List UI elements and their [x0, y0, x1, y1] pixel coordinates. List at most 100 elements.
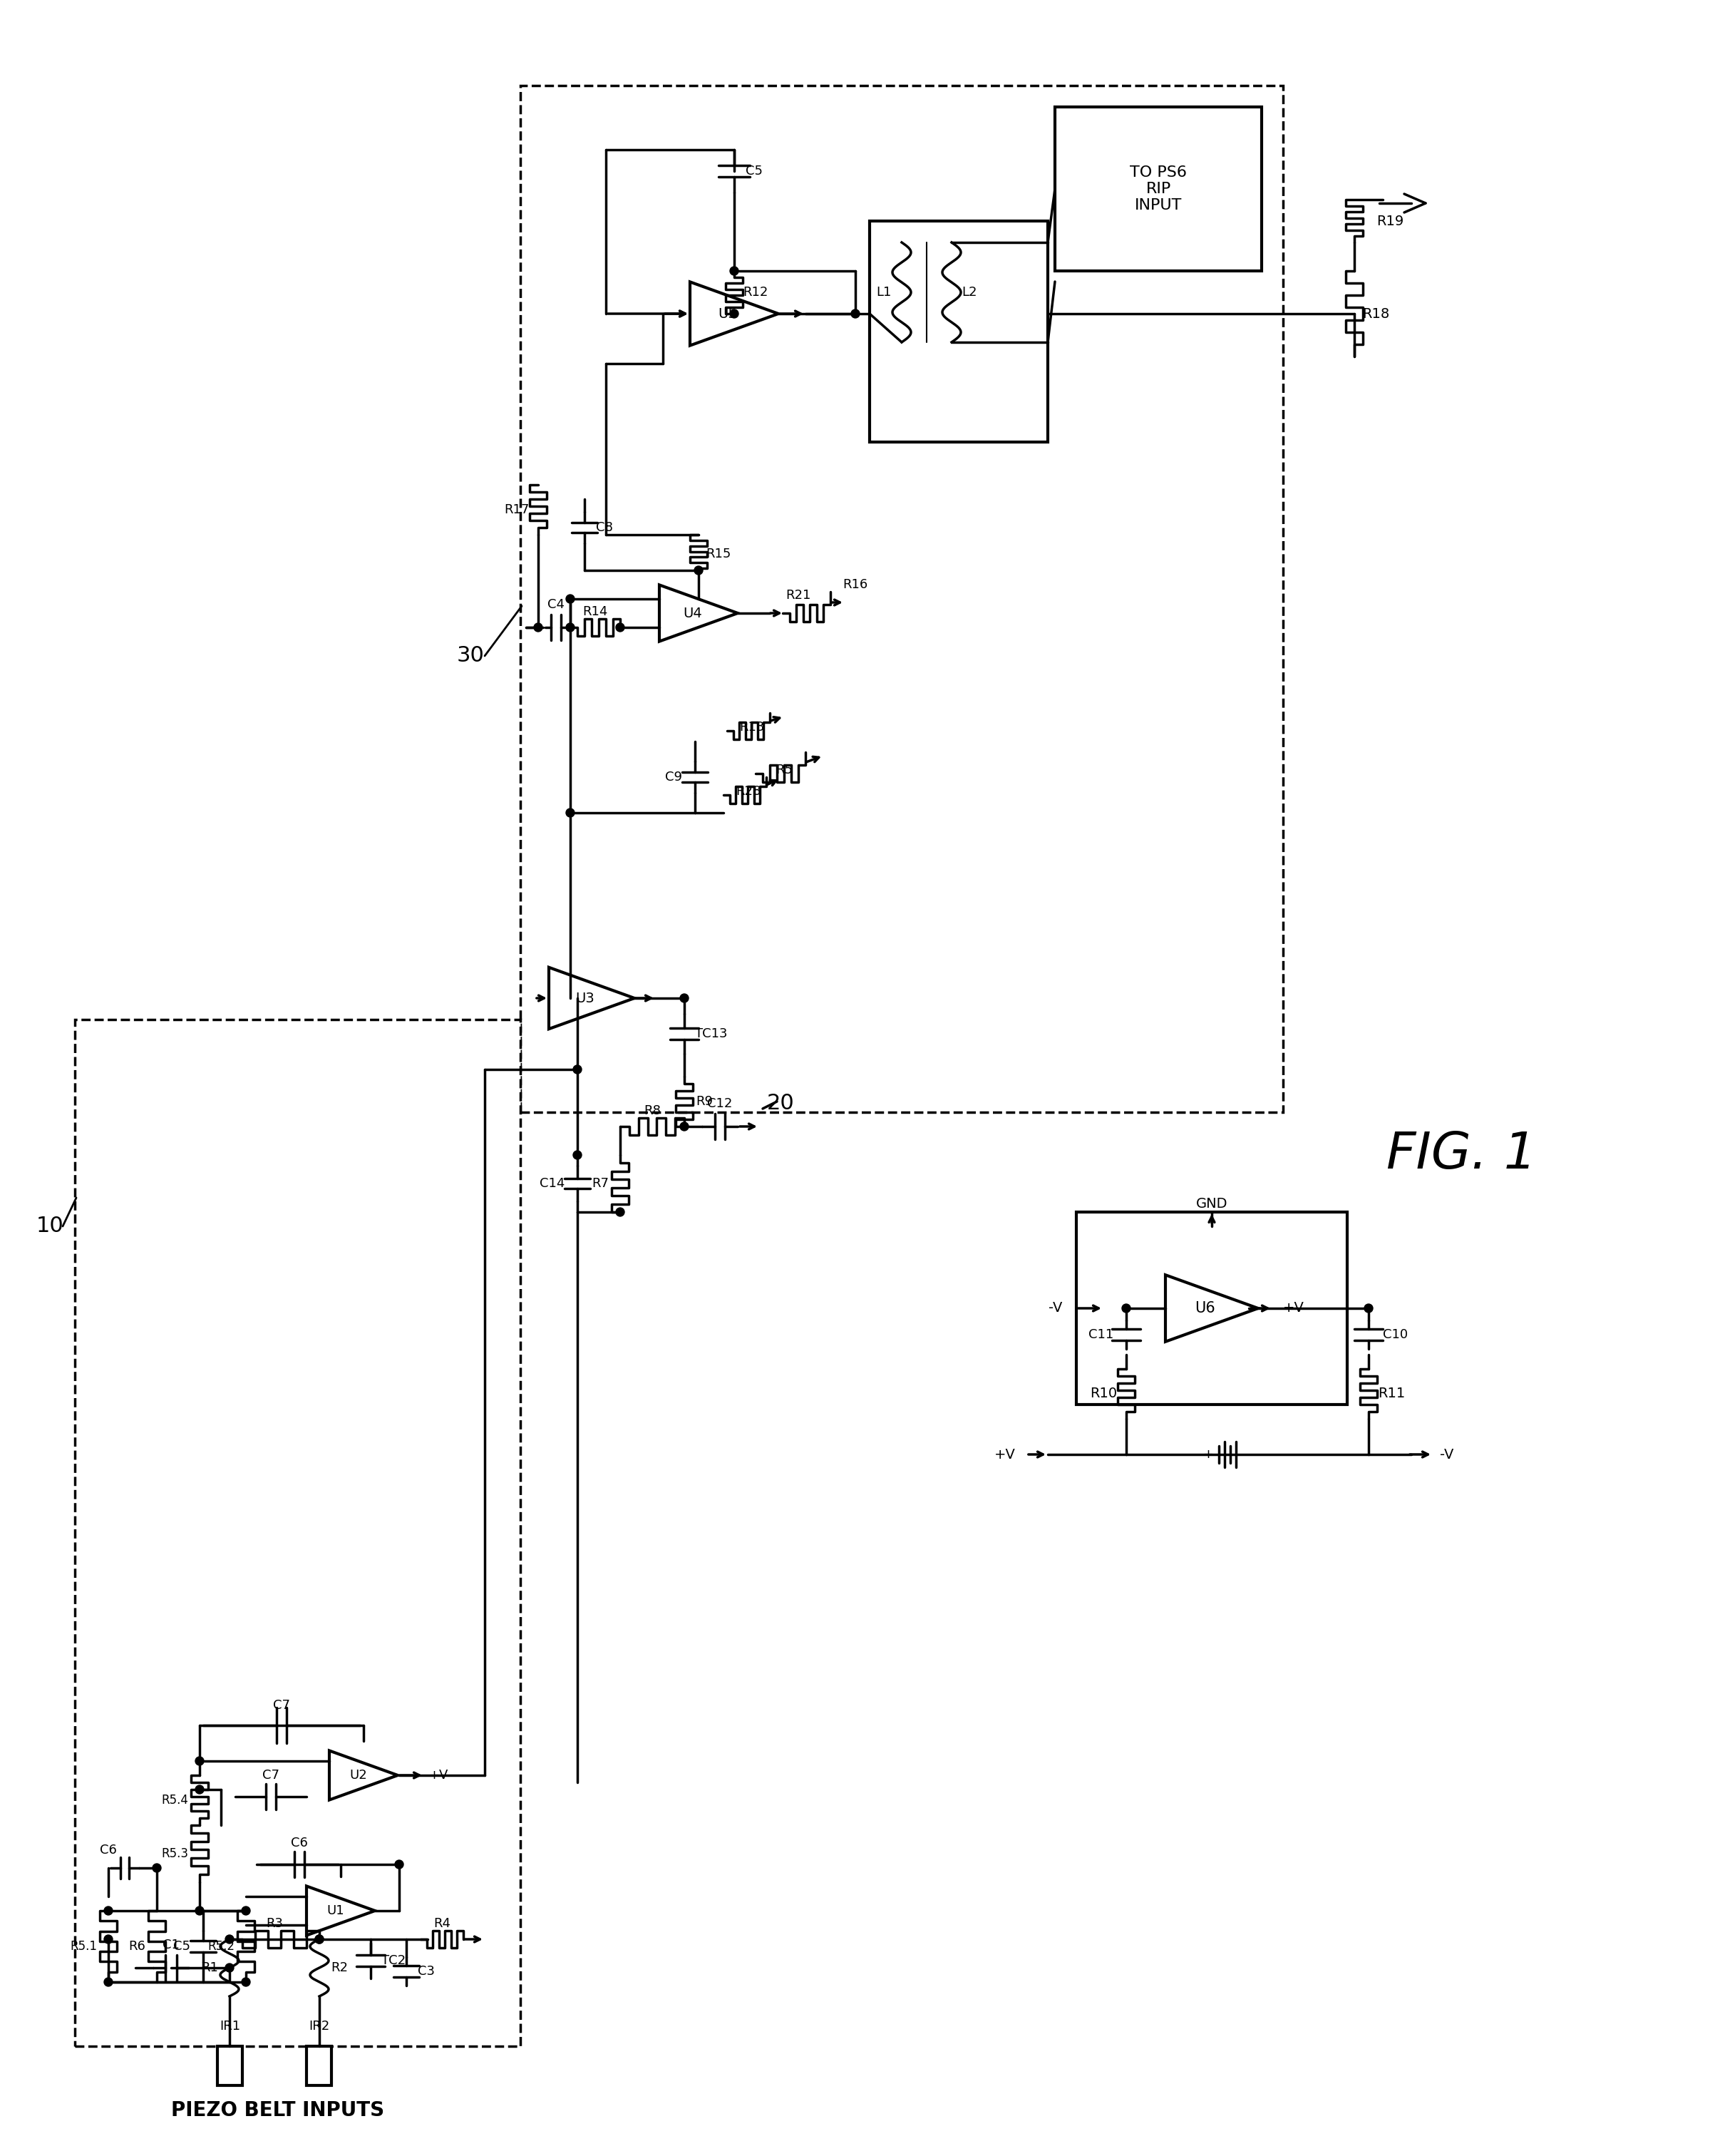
Circle shape	[566, 595, 575, 604]
Text: C9: C9	[665, 770, 682, 783]
Circle shape	[226, 1964, 234, 1973]
Text: R6: R6	[128, 1940, 145, 1953]
Text: R7: R7	[592, 1177, 609, 1190]
Text: +V: +V	[995, 1447, 1016, 1462]
Text: R5.2: R5.2	[207, 1940, 234, 1953]
Text: 20: 20	[766, 1093, 795, 1115]
Text: L2: L2	[961, 287, 976, 300]
Circle shape	[534, 623, 542, 632]
Text: -V: -V	[1048, 1302, 1062, 1315]
Text: TC2: TC2	[381, 1953, 405, 1966]
Text: C8: C8	[597, 522, 612, 535]
Text: C7: C7	[274, 1699, 291, 1712]
Text: U3: U3	[576, 992, 595, 1005]
Text: R19: R19	[1377, 213, 1404, 229]
Text: IR2: IR2	[310, 2020, 330, 2033]
Circle shape	[226, 1934, 234, 1943]
Text: R10: R10	[1089, 1386, 1117, 1401]
Circle shape	[852, 310, 860, 317]
Text: C3: C3	[417, 1964, 434, 1977]
Polygon shape	[330, 1751, 398, 1800]
Text: +V: +V	[1282, 1302, 1305, 1315]
Text: R9: R9	[696, 1095, 713, 1108]
Bar	[306, 2046, 332, 2085]
Circle shape	[195, 1757, 203, 1766]
Text: PIEZO BELT INPUTS: PIEZO BELT INPUTS	[171, 2100, 385, 2119]
Text: R15: R15	[706, 548, 732, 561]
Circle shape	[566, 808, 575, 817]
Text: TO PS6
RIP
INPUT: TO PS6 RIP INPUT	[1130, 166, 1187, 213]
Circle shape	[195, 1785, 203, 1794]
Text: C7: C7	[262, 1768, 279, 1781]
Text: R11: R11	[1378, 1386, 1406, 1401]
Text: R14: R14	[583, 606, 607, 619]
Text: R21: R21	[785, 589, 811, 602]
Text: FIG. 1: FIG. 1	[1387, 1130, 1536, 1179]
Text: C5: C5	[173, 1940, 190, 1953]
Circle shape	[104, 1934, 113, 1943]
Circle shape	[1365, 1304, 1373, 1313]
Text: R5.3: R5.3	[161, 1848, 188, 1861]
Text: U5: U5	[718, 306, 737, 321]
Circle shape	[241, 1977, 250, 1986]
Bar	[520, 86, 1282, 1112]
Text: R5.1: R5.1	[70, 1940, 97, 1953]
Text: R8: R8	[643, 1104, 660, 1117]
Text: C6: C6	[291, 1837, 308, 1850]
Text: R4: R4	[433, 1917, 450, 1930]
Text: R17: R17	[504, 502, 530, 515]
Text: R2: R2	[330, 1962, 347, 1975]
Text: -V: -V	[1440, 1447, 1454, 1462]
Text: R13: R13	[739, 720, 764, 733]
Circle shape	[616, 1207, 624, 1216]
Circle shape	[681, 994, 689, 1003]
Text: R5.4: R5.4	[161, 1794, 188, 1807]
Circle shape	[104, 1906, 113, 1915]
Circle shape	[241, 1906, 250, 1915]
Text: IR1: IR1	[221, 2020, 241, 2033]
Circle shape	[681, 1123, 689, 1130]
Text: 10: 10	[36, 1216, 63, 1238]
Text: R3: R3	[265, 1917, 282, 1930]
Text: C4: C4	[547, 597, 564, 610]
Polygon shape	[660, 584, 737, 640]
Circle shape	[566, 623, 575, 632]
Text: U4: U4	[682, 606, 703, 621]
Circle shape	[573, 1151, 581, 1160]
Polygon shape	[306, 1886, 374, 1936]
Circle shape	[573, 1065, 581, 1074]
Text: C6: C6	[99, 1843, 116, 1856]
Text: +V: +V	[429, 1768, 448, 1781]
Polygon shape	[691, 282, 778, 345]
Text: R18: R18	[1363, 306, 1389, 321]
Text: R12: R12	[742, 287, 768, 300]
Bar	[217, 2046, 243, 2085]
Text: R16: R16	[843, 578, 869, 591]
Text: GND: GND	[1195, 1197, 1228, 1210]
Circle shape	[616, 623, 624, 632]
Circle shape	[315, 1934, 323, 1943]
Bar	[1055, 108, 1262, 272]
Circle shape	[694, 567, 703, 576]
Bar	[75, 1020, 520, 2046]
Polygon shape	[1166, 1274, 1259, 1341]
Text: C11: C11	[1089, 1328, 1113, 1341]
Circle shape	[152, 1863, 161, 1871]
Text: +: +	[1202, 1449, 1214, 1462]
Circle shape	[195, 1906, 203, 1915]
Text: U1: U1	[327, 1904, 344, 1917]
Text: R5: R5	[776, 763, 793, 776]
Circle shape	[104, 1977, 113, 1986]
Text: U6: U6	[1195, 1302, 1216, 1315]
Bar	[870, 222, 1048, 442]
Text: 30: 30	[457, 645, 484, 666]
Text: C14: C14	[540, 1177, 564, 1190]
Text: C5: C5	[746, 164, 763, 177]
Circle shape	[315, 1934, 323, 1943]
Text: C10: C10	[1383, 1328, 1407, 1341]
Text: R28: R28	[735, 785, 761, 798]
Bar	[1076, 1212, 1347, 1404]
Text: C12: C12	[708, 1097, 732, 1110]
Text: R1: R1	[202, 1962, 219, 1975]
Circle shape	[1122, 1304, 1130, 1313]
